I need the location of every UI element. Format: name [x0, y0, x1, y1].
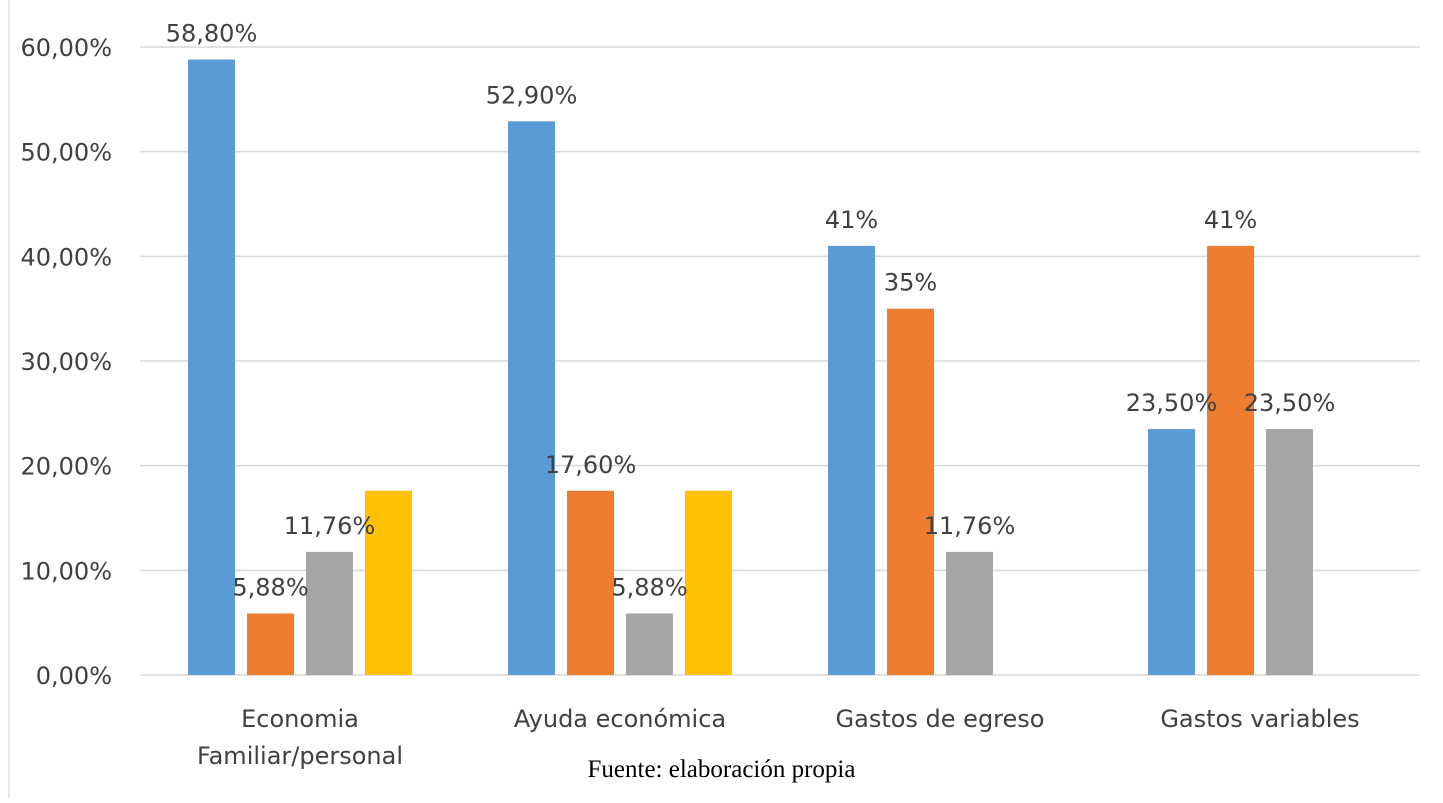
bar — [1148, 429, 1195, 675]
data-label: 17,60% — [545, 451, 637, 479]
data-label: 58,80% — [166, 20, 258, 48]
bar — [1207, 245, 1254, 675]
x-axis-categories: Economia Familiar/personal Ayuda económica… — [197, 705, 1360, 770]
bar — [887, 308, 934, 675]
data-label: 5,88% — [232, 573, 308, 601]
data-label: 11,76% — [924, 512, 1016, 540]
bar — [247, 613, 294, 675]
bar — [306, 551, 353, 675]
y-tick-label: 20,00% — [20, 453, 112, 481]
bar — [188, 59, 235, 676]
data-label: 41% — [825, 206, 878, 234]
y-tick-label: 50,00% — [20, 139, 112, 167]
y-tick-label: 0,00% — [36, 662, 112, 690]
bar — [365, 490, 412, 675]
y-tick-label: 30,00% — [20, 348, 112, 376]
category-label: Gastos de egreso — [836, 705, 1045, 733]
data-label: 23,50% — [1244, 389, 1336, 417]
source-note: Fuente: elaboración propia — [587, 756, 856, 783]
y-tick-label: 60,00% — [20, 34, 112, 62]
data-label: 5,88% — [611, 573, 687, 601]
y-tick-label: 10,00% — [20, 557, 112, 585]
bar — [508, 121, 555, 675]
bar — [946, 551, 993, 675]
data-label: 11,76% — [284, 512, 376, 540]
category-label: Gastos variables — [1160, 705, 1359, 733]
y-tick-label: 40,00% — [20, 243, 112, 271]
data-label: 52,90% — [486, 81, 578, 109]
data-label: 23,50% — [1126, 389, 1218, 417]
gridlines — [140, 46, 1420, 676]
category-label: Ayuda económica — [514, 705, 726, 733]
data-labels: 58,80% 5,88% 11,76% 52,90% 17,60% 5,88% 41% 35%… — [166, 20, 1336, 602]
bar — [685, 490, 732, 675]
bars — [188, 59, 1313, 676]
bar — [828, 245, 875, 675]
bar — [1266, 429, 1313, 675]
category-label: Economia — [241, 705, 359, 733]
y-axis: 0,00% 10,00% 20,00% 30,00% 40,00% 50,00% 60,00… — [20, 34, 112, 690]
bar — [567, 490, 614, 675]
data-label: 41% — [1204, 206, 1257, 234]
category-label: Familiar/personal — [197, 742, 403, 770]
data-label: 35% — [884, 269, 937, 297]
bar — [626, 613, 673, 675]
